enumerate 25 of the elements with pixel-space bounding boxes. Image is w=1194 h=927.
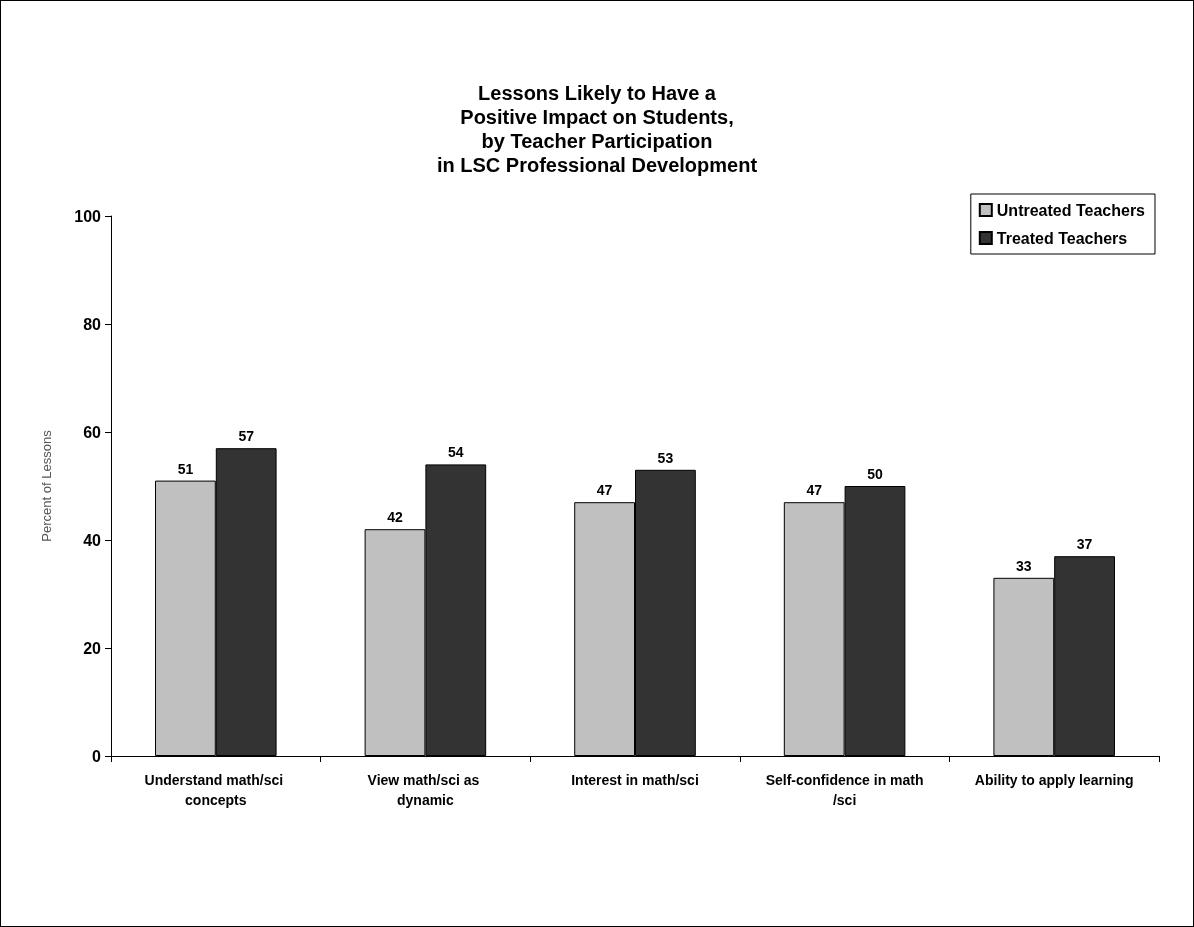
data-label: 57 (238, 428, 255, 445)
y-tick-label: 0 (92, 747, 102, 765)
y-tick-label: 40 (83, 531, 102, 549)
chart-title: Lessons Likely to Have a Positive Impact on Students, by Teacher Participation in LSC Professional Development (436, 82, 758, 176)
data-label: 54 (448, 444, 464, 461)
data-label: 37 (1076, 536, 1093, 553)
y-tick-label: 60 (83, 423, 102, 441)
x-tick-label: Ability to apply learning (974, 772, 1134, 788)
data-label: 47 (596, 482, 613, 499)
y-tick-label: 80 (83, 315, 102, 333)
y-tick-label: 20 (83, 639, 102, 657)
y-tick-label: 100 (74, 207, 102, 225)
data-label: 47 (806, 482, 823, 499)
data-label: 33 (1016, 557, 1032, 574)
x-tick-label: Understand math/sci concepts (144, 772, 287, 808)
legend-label: Treated Teachers (996, 229, 1128, 247)
data-label: 51 (177, 460, 194, 477)
y-axis-title: Percent of Lessons (39, 429, 54, 542)
x-tick-label: View math/sci as dynamic (367, 772, 484, 808)
x-tick-label: Interest in math/sci (571, 772, 699, 788)
x-tick-label: Self-confidence in math/sci (765, 772, 924, 808)
data-label: 53 (657, 449, 674, 466)
legend-label: Untreated Teachers (996, 201, 1146, 219)
data-label: 50 (867, 466, 883, 482)
data-label: 42 (387, 509, 404, 526)
